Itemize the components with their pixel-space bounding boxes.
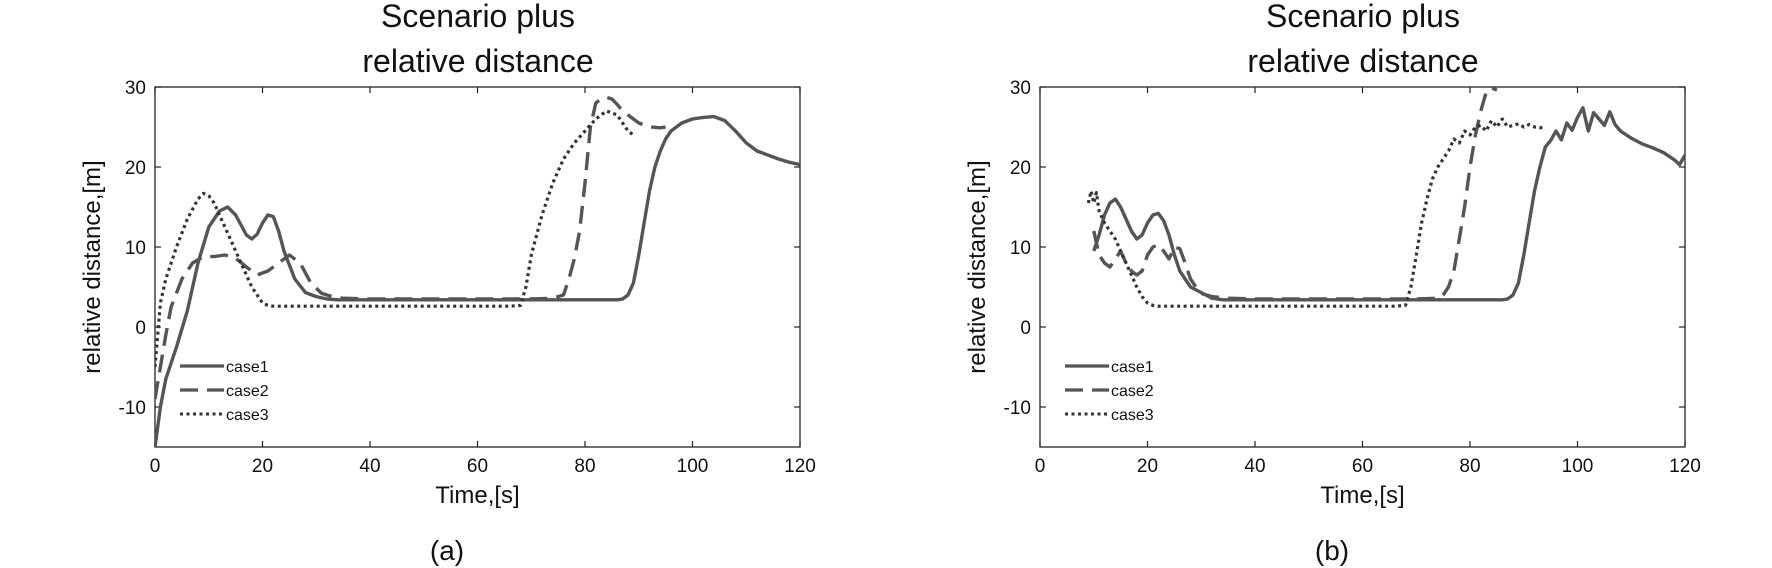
y-tick-label: 10 <box>1010 238 1031 259</box>
x-axis-label: Time,[s] <box>1320 482 1404 509</box>
y-tick-label: 0 <box>1020 318 1031 339</box>
x-tick-label: 80 <box>574 456 595 477</box>
legend-label-case1: case1 <box>226 359 269 376</box>
y-tick-label: 30 <box>125 78 146 99</box>
y-tick-label: 30 <box>1010 78 1031 99</box>
x-tick-label: 60 <box>1352 456 1373 477</box>
x-tick-label: 40 <box>1244 456 1265 477</box>
x-tick-label: 40 <box>359 456 380 477</box>
x-axis-label: Time,[s] <box>435 482 519 509</box>
legend-label-case3: case3 <box>1111 407 1154 424</box>
legend-label-case2: case2 <box>226 383 269 400</box>
legend-label-case1: case1 <box>1111 359 1154 376</box>
x-tick-label: 100 <box>1562 456 1594 477</box>
y-axis-label: relative distance,[m] <box>964 160 991 373</box>
y-tick-label: 0 <box>135 318 146 339</box>
x-tick-label: 100 <box>677 456 709 477</box>
y-axis-label: relative distance,[m] <box>79 160 106 373</box>
figure-caption: (b) <box>1315 535 1349 566</box>
x-tick-label: 120 <box>784 456 816 477</box>
chart-title-line: relative distance <box>362 43 593 79</box>
y-tick-label: 10 <box>125 238 146 259</box>
x-tick-label: 80 <box>1459 456 1480 477</box>
chart-panel-a: Scenario plus relative distance 0 20 40 60 80 1… <box>79 0 816 566</box>
x-tick-label: 0 <box>150 456 161 477</box>
x-tick-label: 20 <box>1137 456 1158 477</box>
chart-title-line: relative distance <box>1247 43 1478 79</box>
legend-label-case2: case2 <box>1111 383 1154 400</box>
y-tick-label: -10 <box>119 398 146 419</box>
series-line-case2 <box>155 95 666 400</box>
series-line-case1 <box>1092 106 1685 302</box>
x-tick-label: 20 <box>252 456 273 477</box>
chart-title-line: Scenario plus <box>1266 0 1460 34</box>
chart-panel-b: Scenario plus relative distance 0 20 40 60 80 1… <box>964 0 1701 566</box>
x-tick-label: 0 <box>1035 456 1046 477</box>
x-tick-label: 60 <box>467 456 488 477</box>
series-line-case2 <box>1092 87 1498 301</box>
x-tick-label: 120 <box>1669 456 1701 477</box>
y-tick-label: 20 <box>125 158 146 179</box>
series-line-case3 <box>155 109 635 368</box>
legend-label-case3: case3 <box>226 407 269 424</box>
figure-caption: (a) <box>430 535 464 566</box>
chart-title-line: Scenario plus <box>381 0 575 34</box>
y-tick-label: 20 <box>1010 158 1031 179</box>
series-line-case3 <box>1086 117 1546 308</box>
y-tick-label: -10 <box>1004 398 1031 419</box>
